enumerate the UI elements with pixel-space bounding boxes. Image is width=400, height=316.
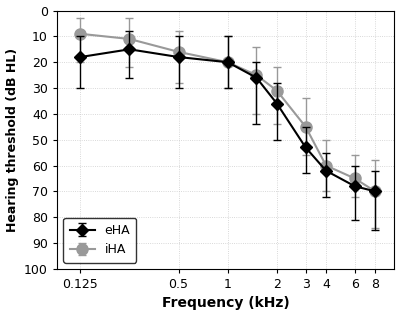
X-axis label: Frequency (kHz): Frequency (kHz) [162,296,290,310]
Y-axis label: Hearing threshold (dB HL): Hearing threshold (dB HL) [6,48,18,232]
Legend: eHA, iHA: eHA, iHA [63,218,136,263]
